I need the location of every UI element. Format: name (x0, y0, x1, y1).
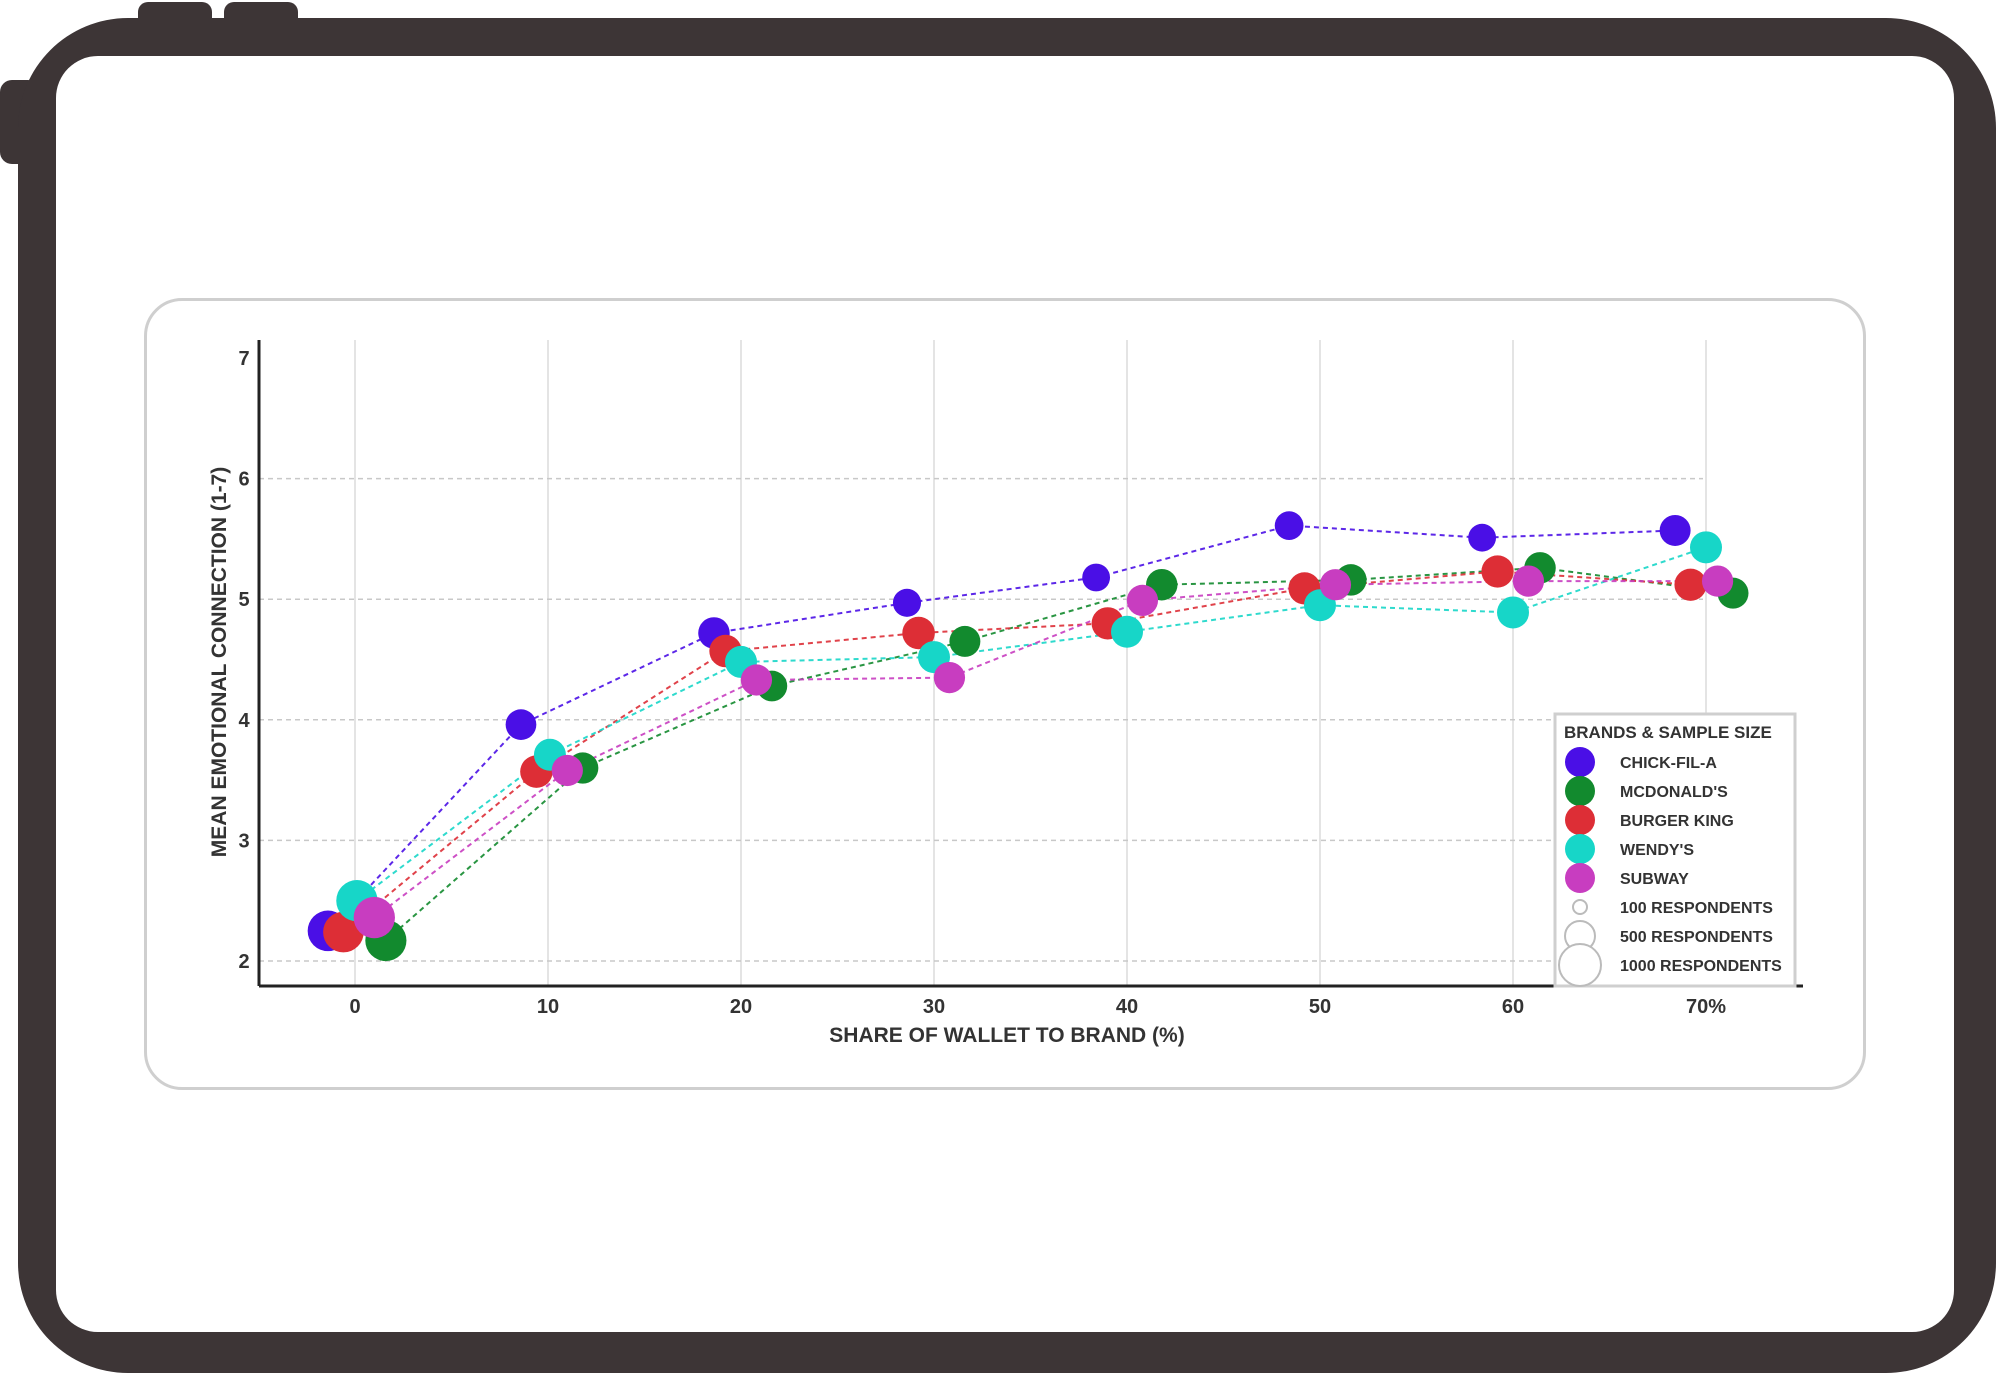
y-tick-label: 3 (238, 830, 249, 852)
legend-size-swatch (1572, 899, 1588, 915)
x-tick-label: 10 (537, 996, 559, 1018)
legend-label: WENDY'S (1620, 842, 1694, 859)
data-point (1111, 615, 1143, 648)
series-points (307, 511, 1749, 962)
y-tick-label: 5 (238, 589, 249, 611)
data-point (933, 661, 966, 694)
data-point (1126, 584, 1159, 617)
y-axis-title: MEAN EMOTIONAL CONNECTION (1-7) (208, 467, 231, 857)
data-point (1690, 531, 1722, 564)
data-point (353, 896, 395, 939)
data-point (1659, 514, 1691, 546)
data-point (1497, 596, 1529, 629)
y-tick-label: 6 (238, 469, 249, 491)
legend-title: BRANDS & SAMPLE SIZE (1564, 723, 1772, 742)
data-point (949, 625, 981, 657)
x-tick-label: 50 (1309, 996, 1331, 1018)
data-point (1274, 511, 1304, 541)
grid (259, 340, 1707, 986)
data-point (323, 911, 364, 953)
data-point (1319, 569, 1352, 601)
legend-label: CHICK-FIL-A (1620, 755, 1717, 772)
series-line (342, 570, 1691, 933)
series-line (327, 524, 1676, 932)
y-tick-label: 7 (238, 348, 249, 370)
x-axis-title: SHARE OF WALLET TO BRAND (%) (829, 1024, 1184, 1047)
data-point (1674, 568, 1707, 601)
legend-label: MCDONALD'S (1620, 784, 1728, 801)
legend-size-swatch (1558, 943, 1602, 987)
data-point (1701, 565, 1734, 597)
data-point (505, 709, 537, 740)
data-point (1481, 555, 1514, 588)
y-tick-label: 4 (238, 710, 250, 732)
legend-label: SUBWAY (1620, 871, 1689, 888)
data-point (1468, 523, 1497, 552)
x-tick-label: 40 (1116, 996, 1138, 1018)
series-line (373, 580, 1718, 919)
legend-swatch (1565, 747, 1595, 777)
legend-size-label: 100 RESPONDENTS (1620, 900, 1773, 917)
data-point (551, 754, 583, 787)
data-point (740, 664, 773, 696)
legend: BRANDS & SAMPLE SIZE CHICK-FIL-A MCDONALD… (1553, 712, 1797, 988)
data-point (902, 616, 935, 650)
legend-swatch (1565, 834, 1595, 864)
axes: 0 10 20 30 40 50 60 70% 2 3 4 5 6 7 (238, 340, 1803, 1018)
legend-swatch (1565, 805, 1595, 835)
legend-label: BURGER KING (1620, 813, 1734, 830)
data-point (1512, 565, 1545, 597)
y-tick-label: 2 (238, 951, 249, 973)
x-tick-label: 30 (923, 996, 945, 1018)
x-tick-label: 0 (349, 996, 360, 1018)
data-point (1082, 563, 1111, 592)
x-tick-label: 20 (730, 996, 752, 1018)
series-line (356, 546, 1707, 902)
data-point (892, 588, 922, 617)
legend-swatch (1565, 776, 1595, 806)
x-tick-label: 70% (1686, 996, 1726, 1018)
legend-swatch (1565, 863, 1595, 893)
legend-size-label: 1000 RESPONDENTS (1620, 958, 1782, 975)
legend-size-label: 500 RESPONDENTS (1620, 929, 1773, 946)
x-tick-label: 60 (1502, 996, 1524, 1018)
